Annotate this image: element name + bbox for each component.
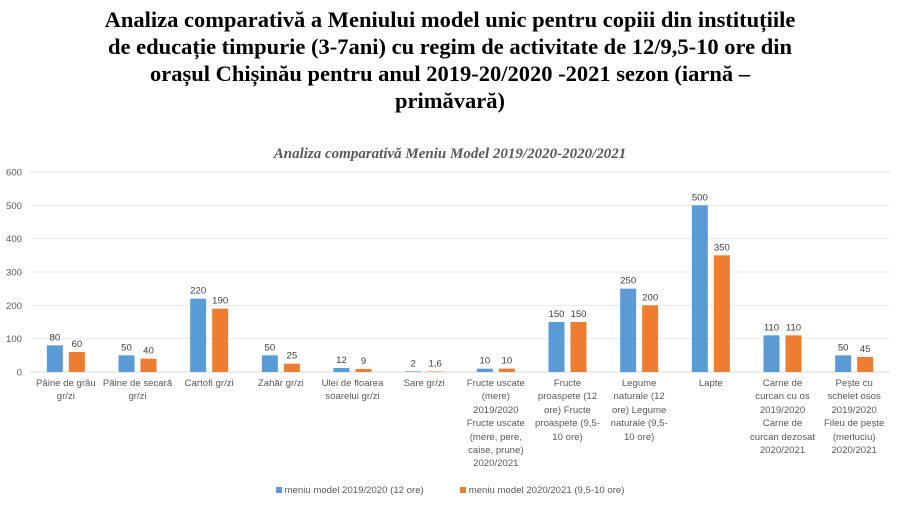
- bar: [405, 371, 422, 372]
- bar: [68, 352, 85, 372]
- x-tick-label: Pește cu schelet osos 2019/2020 Fileu de…: [824, 378, 885, 457]
- bar: [857, 357, 874, 372]
- data-label: 200: [642, 292, 658, 303]
- x-tick-label: Carne de curcan cu os 2019/2020 Carne de…: [749, 378, 816, 457]
- bar: [642, 305, 659, 372]
- bar: [570, 322, 587, 372]
- data-label: 1,6: [428, 358, 441, 369]
- bar: [261, 355, 278, 372]
- bar: [46, 345, 63, 372]
- bar: [691, 205, 708, 372]
- data-label: 10: [501, 356, 512, 367]
- data-label: 9: [361, 356, 366, 367]
- bar: [140, 358, 157, 372]
- bar: [476, 368, 493, 372]
- bar: [190, 298, 207, 372]
- data-label: 10: [479, 356, 490, 367]
- data-label: 220: [190, 286, 206, 297]
- bar: [333, 368, 350, 372]
- data-label: 40: [143, 346, 154, 357]
- bar: [835, 355, 852, 372]
- data-label: 500: [692, 192, 708, 203]
- x-tick-label: Pâine de grâu gr/zi: [35, 378, 96, 403]
- x-tick-label: Fructe proaspete (12 ore) Fructe proaspe…: [534, 378, 601, 443]
- y-tick-label: 600: [6, 168, 22, 179]
- y-tick-label: 400: [6, 234, 22, 245]
- legend-item: meniu model 2019/2020 (12 ore): [275, 485, 424, 496]
- data-label: 12: [336, 355, 347, 366]
- page-title: Analiza comparativă a Meniului model uni…: [104, 7, 796, 113]
- data-label: 110: [786, 322, 801, 333]
- data-label: 60: [71, 339, 82, 350]
- data-label: 150: [548, 309, 564, 320]
- legend-label: meniu model 2020/2021 (9,5-10 ore): [468, 485, 625, 496]
- data-label: 45: [860, 344, 871, 355]
- bar: [427, 371, 444, 372]
- bar: [212, 308, 229, 372]
- bar: [498, 368, 515, 372]
- y-tick-label: 500: [6, 201, 22, 212]
- data-label: 50: [264, 342, 275, 353]
- bar: [283, 363, 300, 372]
- bar: [713, 255, 730, 372]
- bar: [620, 288, 637, 372]
- x-tick-label: Sare gr/zi: [403, 378, 445, 389]
- data-label: 350: [714, 242, 730, 253]
- legend-item: meniu model 2020/2021 (9,5-10 ore): [459, 485, 625, 496]
- bar: [763, 335, 780, 372]
- legend: meniu model 2019/2020 (12 ore) meniu mode…: [0, 485, 900, 496]
- legend-swatch: [459, 487, 466, 493]
- data-label: 110: [764, 322, 779, 333]
- y-tick-label: 200: [6, 301, 22, 312]
- x-tick-label: Lapte: [698, 378, 723, 389]
- x-tick-label: Zahăr gr/zi: [257, 378, 304, 389]
- data-label: 50: [838, 342, 849, 353]
- data-label: 80: [49, 332, 60, 343]
- bar: [548, 322, 565, 372]
- y-tick-label: 300: [6, 268, 22, 279]
- y-tick-label: 100: [6, 334, 22, 345]
- bar: [355, 369, 372, 372]
- x-tick-label: Fructe uscate (mere) 2019/2020 Fructe us…: [466, 378, 525, 470]
- data-label: 190: [212, 296, 228, 307]
- bar: [118, 355, 135, 372]
- x-tick-label: Pâine de secară gr/zi: [102, 378, 173, 403]
- x-tick-label: Legume naturale (12 ore) Legume naturale…: [610, 378, 668, 443]
- data-label: 150: [570, 309, 586, 320]
- data-label: 50: [121, 342, 132, 353]
- chart-title: Analiza comparativă Meniu Model 2019/202…: [273, 146, 627, 162]
- x-tick-label: Cartofi gr/zi: [184, 378, 234, 389]
- data-label: 2: [410, 358, 415, 369]
- data-label: 250: [620, 276, 636, 287]
- legend-swatch: [275, 487, 282, 493]
- legend-label: meniu model 2019/2020 (12 ore): [284, 485, 424, 496]
- data-label: 25: [286, 351, 297, 362]
- bar: [785, 335, 802, 372]
- y-tick-label: 0: [17, 368, 22, 379]
- x-tick-label: Ulei de floarea soarelui gr/zi: [321, 378, 384, 403]
